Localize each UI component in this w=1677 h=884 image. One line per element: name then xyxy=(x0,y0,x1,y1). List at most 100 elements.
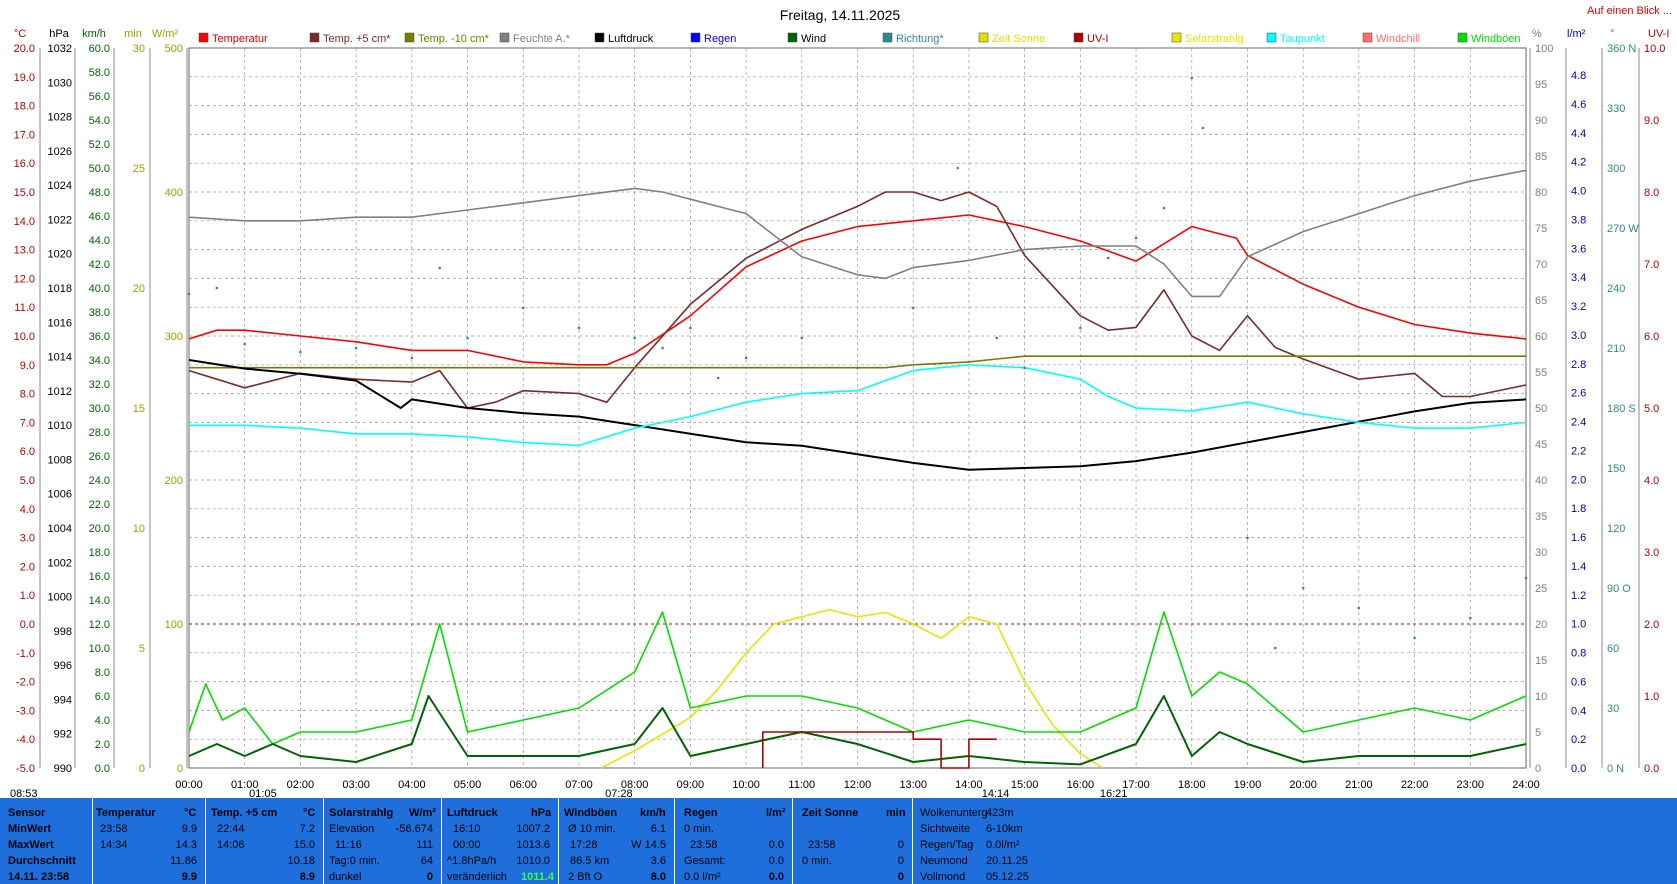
direction-point xyxy=(1357,606,1361,610)
left-tick-label: 0 xyxy=(177,763,183,775)
right-tick-label: 300 xyxy=(1607,163,1625,175)
right-tick-label: 1.0 xyxy=(1644,691,1659,703)
left-tick-label: 22.0 xyxy=(89,499,110,511)
right-tick-label: 65 xyxy=(1535,295,1547,307)
right-tick-label: 0.4 xyxy=(1571,705,1586,717)
gust-distance: 86.5 km xyxy=(570,855,610,867)
x-tick-label: 08:00 xyxy=(621,779,649,791)
right-tick-label: 30 xyxy=(1535,547,1547,559)
legend-label: Regen xyxy=(704,33,736,45)
sun-header: Zeit Sonne xyxy=(802,807,859,819)
col-windboen: Windböen km/h Ø 10 min. 6.1 17:28 W 14.5… xyxy=(558,798,675,884)
left-tick-label: -4.0 xyxy=(16,734,35,746)
left-tick-label: 6.0 xyxy=(20,446,35,458)
legend-swatch xyxy=(309,32,320,43)
left-tick-label: 1028 xyxy=(48,112,72,124)
x-tick-label: 18:00 xyxy=(1178,779,1206,791)
time-marker-label: 08:53 xyxy=(10,788,38,798)
row-current: 14.11. 23:58 xyxy=(8,871,70,883)
temp-avg-val: 11.86 xyxy=(170,855,197,867)
x-tick-label: 01:00 xyxy=(231,779,259,791)
direction-point xyxy=(243,342,247,346)
row-max: MaxWert xyxy=(8,839,54,851)
solar-row3-val: 64 xyxy=(420,855,433,867)
col-luftdruck: Luftdruck hPa 16:10 1007.2 00:00 1013.6 … xyxy=(441,798,559,884)
direction-point xyxy=(466,336,469,340)
direction-point xyxy=(661,346,664,350)
x-tick-label: 21:00 xyxy=(1345,779,1373,791)
x-tick-label: 16:00 xyxy=(1067,779,1095,791)
sun-unit: min xyxy=(886,807,906,819)
direction-point xyxy=(1524,576,1528,580)
left-tick-label: 1022 xyxy=(48,214,72,226)
press-min-time: 16:10 xyxy=(453,823,481,835)
unit-deg: ° xyxy=(1610,28,1614,40)
solar-row1-val: -56.674 xyxy=(395,823,433,835)
left-tick-label: 44.0 xyxy=(89,235,110,247)
left-tick-label: 1020 xyxy=(48,249,72,261)
left-tick-label: 200 xyxy=(165,475,183,487)
series-uv-i xyxy=(761,731,997,769)
left-tick-label: 1032 xyxy=(48,43,72,55)
rain-max-time: 23:58 xyxy=(690,839,718,851)
right-tick-label: 2.0 xyxy=(1571,474,1586,486)
x-tick-label: 05:00 xyxy=(454,779,482,791)
left-tick-label: 56.0 xyxy=(89,91,110,103)
x-tick-label: 24:00 xyxy=(1512,779,1540,791)
left-tick-label: 5.0 xyxy=(20,475,35,487)
left-tick-label: 1026 xyxy=(48,146,72,158)
right-tick-label: 55 xyxy=(1535,367,1547,379)
legend-label: Temp. -10 cm* xyxy=(418,33,490,45)
left-tick-label: 46.0 xyxy=(89,211,110,223)
legend-swatch xyxy=(404,32,415,43)
temp-unit: °C xyxy=(184,807,197,819)
right-tick-label: 1.6 xyxy=(1571,532,1586,544)
press-current: 1011.4 xyxy=(520,871,554,883)
gust-footer-label: 2 Bft O xyxy=(568,871,603,883)
right-tick-label: 60 xyxy=(1607,643,1619,655)
left-tick-label: 14.0 xyxy=(14,216,35,228)
left-tick-label: 1016 xyxy=(48,317,72,329)
x-tick-label: 14:00 xyxy=(955,779,983,791)
left-tick-label: 500 xyxy=(165,43,183,55)
right-tick-label: 120 xyxy=(1607,523,1625,535)
left-tick-label: 52.0 xyxy=(89,139,110,151)
left-tick-label: 1012 xyxy=(48,386,72,398)
right-tick-label: 3.0 xyxy=(1644,547,1659,559)
direction-point xyxy=(800,336,804,340)
legend-label: Wind xyxy=(801,33,826,45)
left-tick-label: 19.0 xyxy=(14,72,35,84)
press-max-time: 00:00 xyxy=(453,839,481,851)
sun-max-time: 23:58 xyxy=(808,839,836,851)
left-tick-label: 15.0 xyxy=(14,187,35,199)
legend-label: Solarstrahlg xyxy=(1185,33,1244,45)
right-tick-label: 7.0 xyxy=(1644,259,1659,271)
series-luftdruck xyxy=(188,359,1527,471)
right-tick-label: 4.2 xyxy=(1571,157,1586,169)
legend-label: Temp. +5 cm* xyxy=(323,33,391,45)
temp5-unit: °C xyxy=(303,807,316,819)
left-tick-label: 6.0 xyxy=(95,691,110,703)
x-tick-label: 04:00 xyxy=(398,779,426,791)
right-tick-label: 210 xyxy=(1607,343,1625,355)
rain-footer-label: 0.0 l/m² xyxy=(684,871,721,883)
temp-max-time: 14:34 xyxy=(100,839,128,851)
left-tick-label: 10.0 xyxy=(14,331,35,343)
col-temp5: Temp. +5 cm °C 22:44 7.2 14:06 15.0 10.1… xyxy=(205,798,324,884)
right-tick-label: 90 xyxy=(1535,115,1547,127)
solar-row3-label: Tag:0 min. xyxy=(329,855,380,867)
left-tick-label: 1.0 xyxy=(20,590,35,602)
unit-uvi: UV-I xyxy=(1648,28,1669,40)
x-tick-label: 12:00 xyxy=(844,779,872,791)
solar-current: 0 xyxy=(426,871,433,883)
solar-footer-label: dunkel xyxy=(329,871,362,883)
right-tick-label: 2.0 xyxy=(1644,619,1659,631)
x-tick-label: 10:00 xyxy=(732,779,760,791)
legend-label: Richtung* xyxy=(896,33,944,45)
temp-header: Temperatur xyxy=(96,807,156,819)
right-tick-label: 0 xyxy=(1535,763,1541,775)
right-tick-label: 0 N xyxy=(1607,763,1624,775)
right-tick-label: 35 xyxy=(1535,511,1547,523)
right-tick-label: 0.0 xyxy=(1571,763,1586,775)
right-tick-label: 240 xyxy=(1607,283,1625,295)
